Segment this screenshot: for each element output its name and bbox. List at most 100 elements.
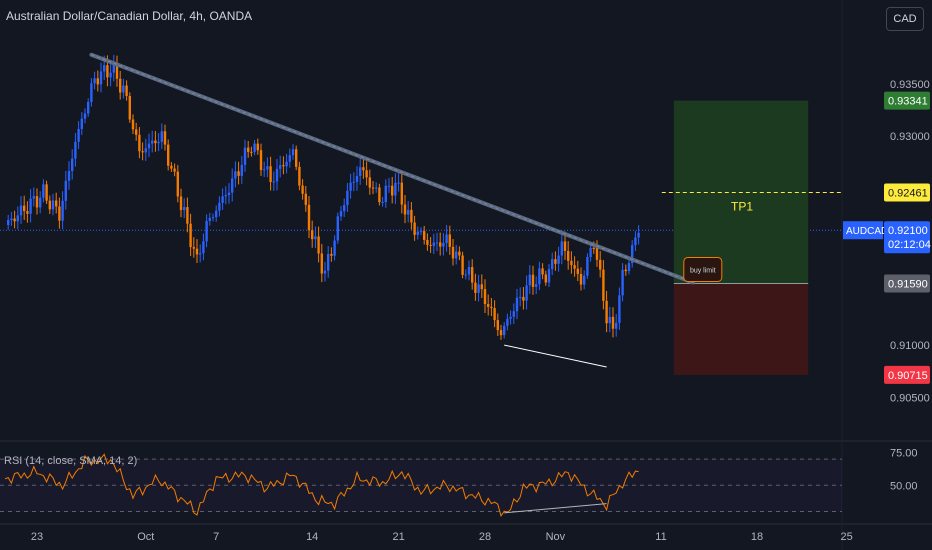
current-price-box	[884, 221, 930, 254]
time-tick: 14	[306, 531, 318, 543]
candle-body	[567, 250, 570, 261]
price-divergence-line	[504, 344, 607, 368]
candle-body	[467, 267, 471, 275]
axes: 0.93500 0.93000 0.91000 0.90500 75.00 50.00 0.…	[31, 79, 931, 543]
candle-body	[189, 223, 192, 248]
candle-body	[528, 274, 531, 286]
candle-body	[51, 200, 55, 210]
candle-body	[173, 168, 176, 172]
candle-body	[317, 236, 320, 254]
candle-body	[183, 207, 186, 211]
candle-body	[458, 251, 461, 256]
candle-body	[343, 205, 346, 212]
candle-body	[314, 236, 317, 240]
candle-body	[135, 129, 138, 135]
candle-body	[295, 149, 298, 167]
candle-body	[122, 85, 125, 93]
candle-body	[192, 247, 195, 249]
rsi-pane: RSI (14, close, SMA, 14, 2)	[0, 453, 842, 517]
candle-body	[611, 316, 615, 329]
candle-body	[464, 274, 467, 276]
candle-body	[144, 148, 147, 153]
entry-price-label: 0.91590	[888, 278, 928, 290]
candle-body	[551, 259, 554, 270]
rsi-band-fill	[0, 459, 842, 512]
candle-body	[151, 140, 154, 144]
candle-body	[99, 71, 103, 85]
candle-body	[240, 164, 243, 176]
candle-body	[583, 275, 586, 285]
candle-body	[359, 167, 362, 176]
candle-body	[288, 155, 291, 162]
candle-body	[16, 215, 19, 222]
tp-price-label-box	[884, 183, 930, 202]
candle-body	[45, 184, 48, 201]
candle-body	[186, 207, 189, 224]
candle-body	[247, 147, 250, 152]
candle-body	[160, 131, 163, 142]
candle-body	[10, 218, 13, 221]
candle-body	[275, 168, 279, 182]
candle-body	[176, 171, 179, 197]
candle-body	[602, 269, 605, 301]
candle-body	[39, 197, 42, 208]
candle-body	[455, 251, 458, 259]
candle-body	[58, 206, 61, 221]
chart-title: Australian Dollar/Canadian Dollar, 4h, O…	[6, 9, 253, 23]
candle-body	[71, 158, 74, 172]
candle-body	[227, 192, 231, 196]
candle-body	[563, 241, 567, 251]
candle-body	[301, 185, 304, 194]
price-tick: 0.90500	[890, 392, 930, 404]
candle-body	[627, 263, 631, 272]
candle-body	[163, 131, 167, 145]
candle-body	[384, 185, 387, 202]
candle-body	[371, 187, 375, 189]
currency-button[interactable]: CAD	[886, 7, 924, 31]
candle-body	[407, 209, 410, 215]
candle-body	[55, 200, 58, 207]
candle-body	[250, 151, 253, 153]
time-tick: 28	[479, 531, 491, 543]
candle-body	[480, 284, 483, 290]
candle-body	[394, 182, 397, 196]
candle-body	[26, 211, 29, 214]
candle-body	[125, 85, 128, 96]
candle-body	[445, 234, 448, 244]
candle-body	[154, 140, 157, 144]
rsi-label: RSI (14, close, SMA, 14, 2)	[4, 455, 137, 467]
candle-body	[509, 316, 512, 319]
candle-body	[503, 325, 506, 336]
candle-body	[362, 167, 365, 171]
candle-body	[141, 151, 144, 153]
candle-body	[426, 239, 429, 245]
time-tick: Nov	[546, 531, 566, 543]
candle-body	[323, 270, 327, 274]
candle-body	[435, 242, 439, 244]
candle-body	[224, 195, 227, 197]
stop-price-label-box	[884, 365, 930, 384]
candle-body	[80, 118, 83, 129]
price-tick: 0.93500	[890, 79, 930, 91]
stop-zone	[673, 283, 809, 375]
candle-body	[365, 170, 368, 178]
candle-body	[538, 268, 541, 285]
candle-body	[439, 242, 442, 247]
candle-body	[215, 210, 218, 218]
candle-body	[7, 220, 10, 225]
candle-body	[259, 150, 263, 171]
candle-body	[106, 65, 109, 78]
candle-body	[29, 198, 32, 214]
rsi-tick: 75.00	[890, 448, 918, 460]
candle-body	[512, 311, 515, 317]
candle-body	[403, 204, 407, 215]
time-tick: 18	[751, 531, 763, 543]
entry-price-label-box	[884, 274, 930, 293]
candle-body	[77, 128, 80, 142]
candle-body	[631, 245, 634, 264]
price-tick: 0.93000	[890, 131, 930, 143]
rsi-line	[4, 453, 639, 517]
candle-body	[83, 113, 87, 119]
candle-body	[599, 259, 602, 270]
